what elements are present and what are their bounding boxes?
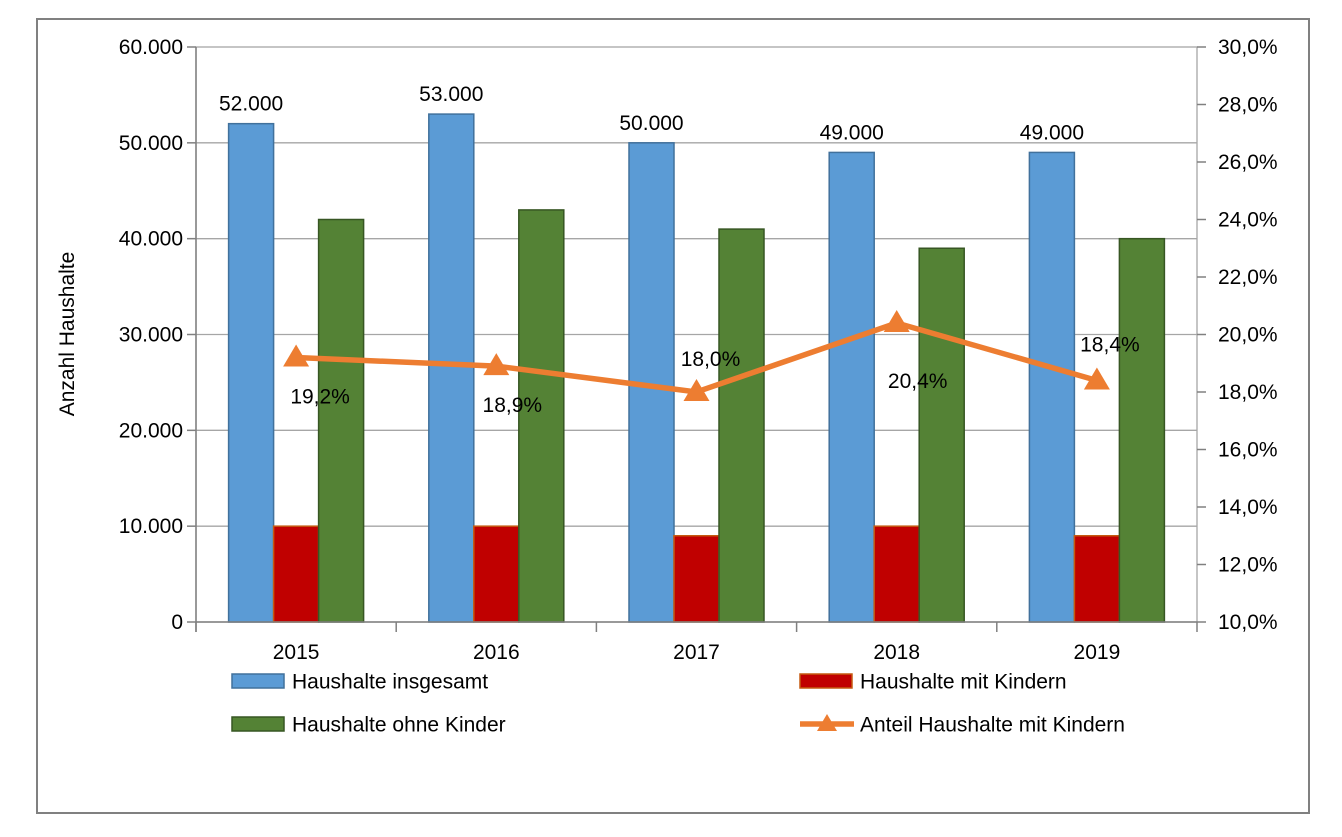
right-axis-tick-label: 22,0% bbox=[1218, 266, 1278, 289]
bar-haushalte-mit-kindern-2018 bbox=[873, 525, 920, 623]
legend-label: Haushalte mit Kindern bbox=[860, 671, 1067, 694]
left-axis-tick-label: 40.000 bbox=[119, 228, 183, 251]
left-axis-tick-label: 20.000 bbox=[119, 419, 183, 442]
line-value-label: 20,4% bbox=[888, 370, 948, 393]
bar-value-label: 49.000 bbox=[1020, 121, 1084, 144]
category-label: 2018 bbox=[873, 641, 920, 664]
right-axis-tick-label: 28,0% bbox=[1218, 94, 1278, 117]
bar-haushalte-mit-kindern-2016 bbox=[473, 525, 520, 623]
bar-haushalte-mit-kindern-2019 bbox=[1073, 535, 1121, 623]
bar-haushalte-insgesamt-2019 bbox=[1028, 151, 1076, 623]
legend-swatch bbox=[799, 673, 853, 689]
left-axis-tick-label: 10.000 bbox=[119, 515, 183, 538]
bar-haushalte-insgesamt-2015 bbox=[227, 122, 275, 623]
bar-value-label: 52.000 bbox=[219, 93, 283, 116]
category-label: 2016 bbox=[473, 641, 520, 664]
left-axis-title: Anzahl Haushalte bbox=[56, 252, 79, 417]
right-axis-tick-label: 30,0% bbox=[1218, 36, 1278, 59]
legend-swatch bbox=[231, 673, 285, 689]
category-label: 2015 bbox=[273, 641, 320, 664]
line-marker bbox=[683, 379, 710, 401]
right-axis-tick-label: 24,0% bbox=[1218, 209, 1278, 232]
right-axis-tick-label: 18,0% bbox=[1218, 381, 1278, 404]
right-axis-tick-label: 16,0% bbox=[1218, 439, 1278, 462]
line-value-label: 19,2% bbox=[290, 386, 350, 409]
legend-label: Anteil Haushalte mit Kindern bbox=[860, 714, 1125, 737]
chart-frame bbox=[36, 18, 1310, 814]
bar-haushalte-ohne-kinder-2017 bbox=[718, 228, 765, 623]
legend-label: Haushalte insgesamt bbox=[292, 671, 488, 694]
line-value-label: 18,4% bbox=[1080, 334, 1140, 357]
line-value-label: 18,9% bbox=[483, 394, 543, 417]
bar-haushalte-ohne-kinder-2019 bbox=[1118, 237, 1166, 623]
right-axis-tick-label: 12,0% bbox=[1218, 554, 1278, 577]
left-axis-tick-label: 0 bbox=[171, 611, 183, 634]
category-label: 2019 bbox=[1074, 641, 1121, 664]
line-value-label: 18,0% bbox=[681, 348, 741, 371]
right-axis-tick-label: 26,0% bbox=[1218, 151, 1278, 174]
left-axis-tick-label: 60.000 bbox=[119, 36, 183, 59]
line-marker bbox=[283, 344, 310, 367]
bar-haushalte-insgesamt-2017 bbox=[628, 142, 675, 623]
bar-haushalte-mit-kindern-2017 bbox=[673, 535, 720, 623]
left-axis-tick-label: 30.000 bbox=[119, 324, 183, 347]
bar-value-label: 50.000 bbox=[619, 112, 683, 135]
line-marker bbox=[883, 310, 910, 332]
left-axis-tick-label: 50.000 bbox=[119, 132, 183, 155]
bar-haushalte-ohne-kinder-2016 bbox=[518, 209, 565, 623]
line-marker bbox=[1083, 367, 1110, 390]
bar-haushalte-ohne-kinder-2018 bbox=[918, 247, 965, 623]
bar-haushalte-insgesamt-2016 bbox=[428, 113, 475, 623]
category-label: 2017 bbox=[673, 641, 720, 664]
bar-value-label: 53.000 bbox=[419, 83, 483, 106]
bar-haushalte-insgesamt-2018 bbox=[828, 151, 875, 623]
bar-haushalte-ohne-kinder-2015 bbox=[317, 218, 365, 623]
right-axis-tick-label: 10,0% bbox=[1218, 611, 1278, 634]
right-axis-tick-label: 20,0% bbox=[1218, 324, 1278, 347]
legend-line-marker bbox=[817, 714, 837, 731]
bar-haushalte-mit-kindern-2015 bbox=[272, 525, 320, 623]
right-axis-tick-label: 14,0% bbox=[1218, 496, 1278, 519]
bar-value-label: 49.000 bbox=[820, 121, 884, 144]
legend-label: Haushalte ohne Kinder bbox=[292, 714, 506, 737]
line-marker bbox=[483, 353, 510, 376]
legend-swatch bbox=[231, 716, 285, 732]
